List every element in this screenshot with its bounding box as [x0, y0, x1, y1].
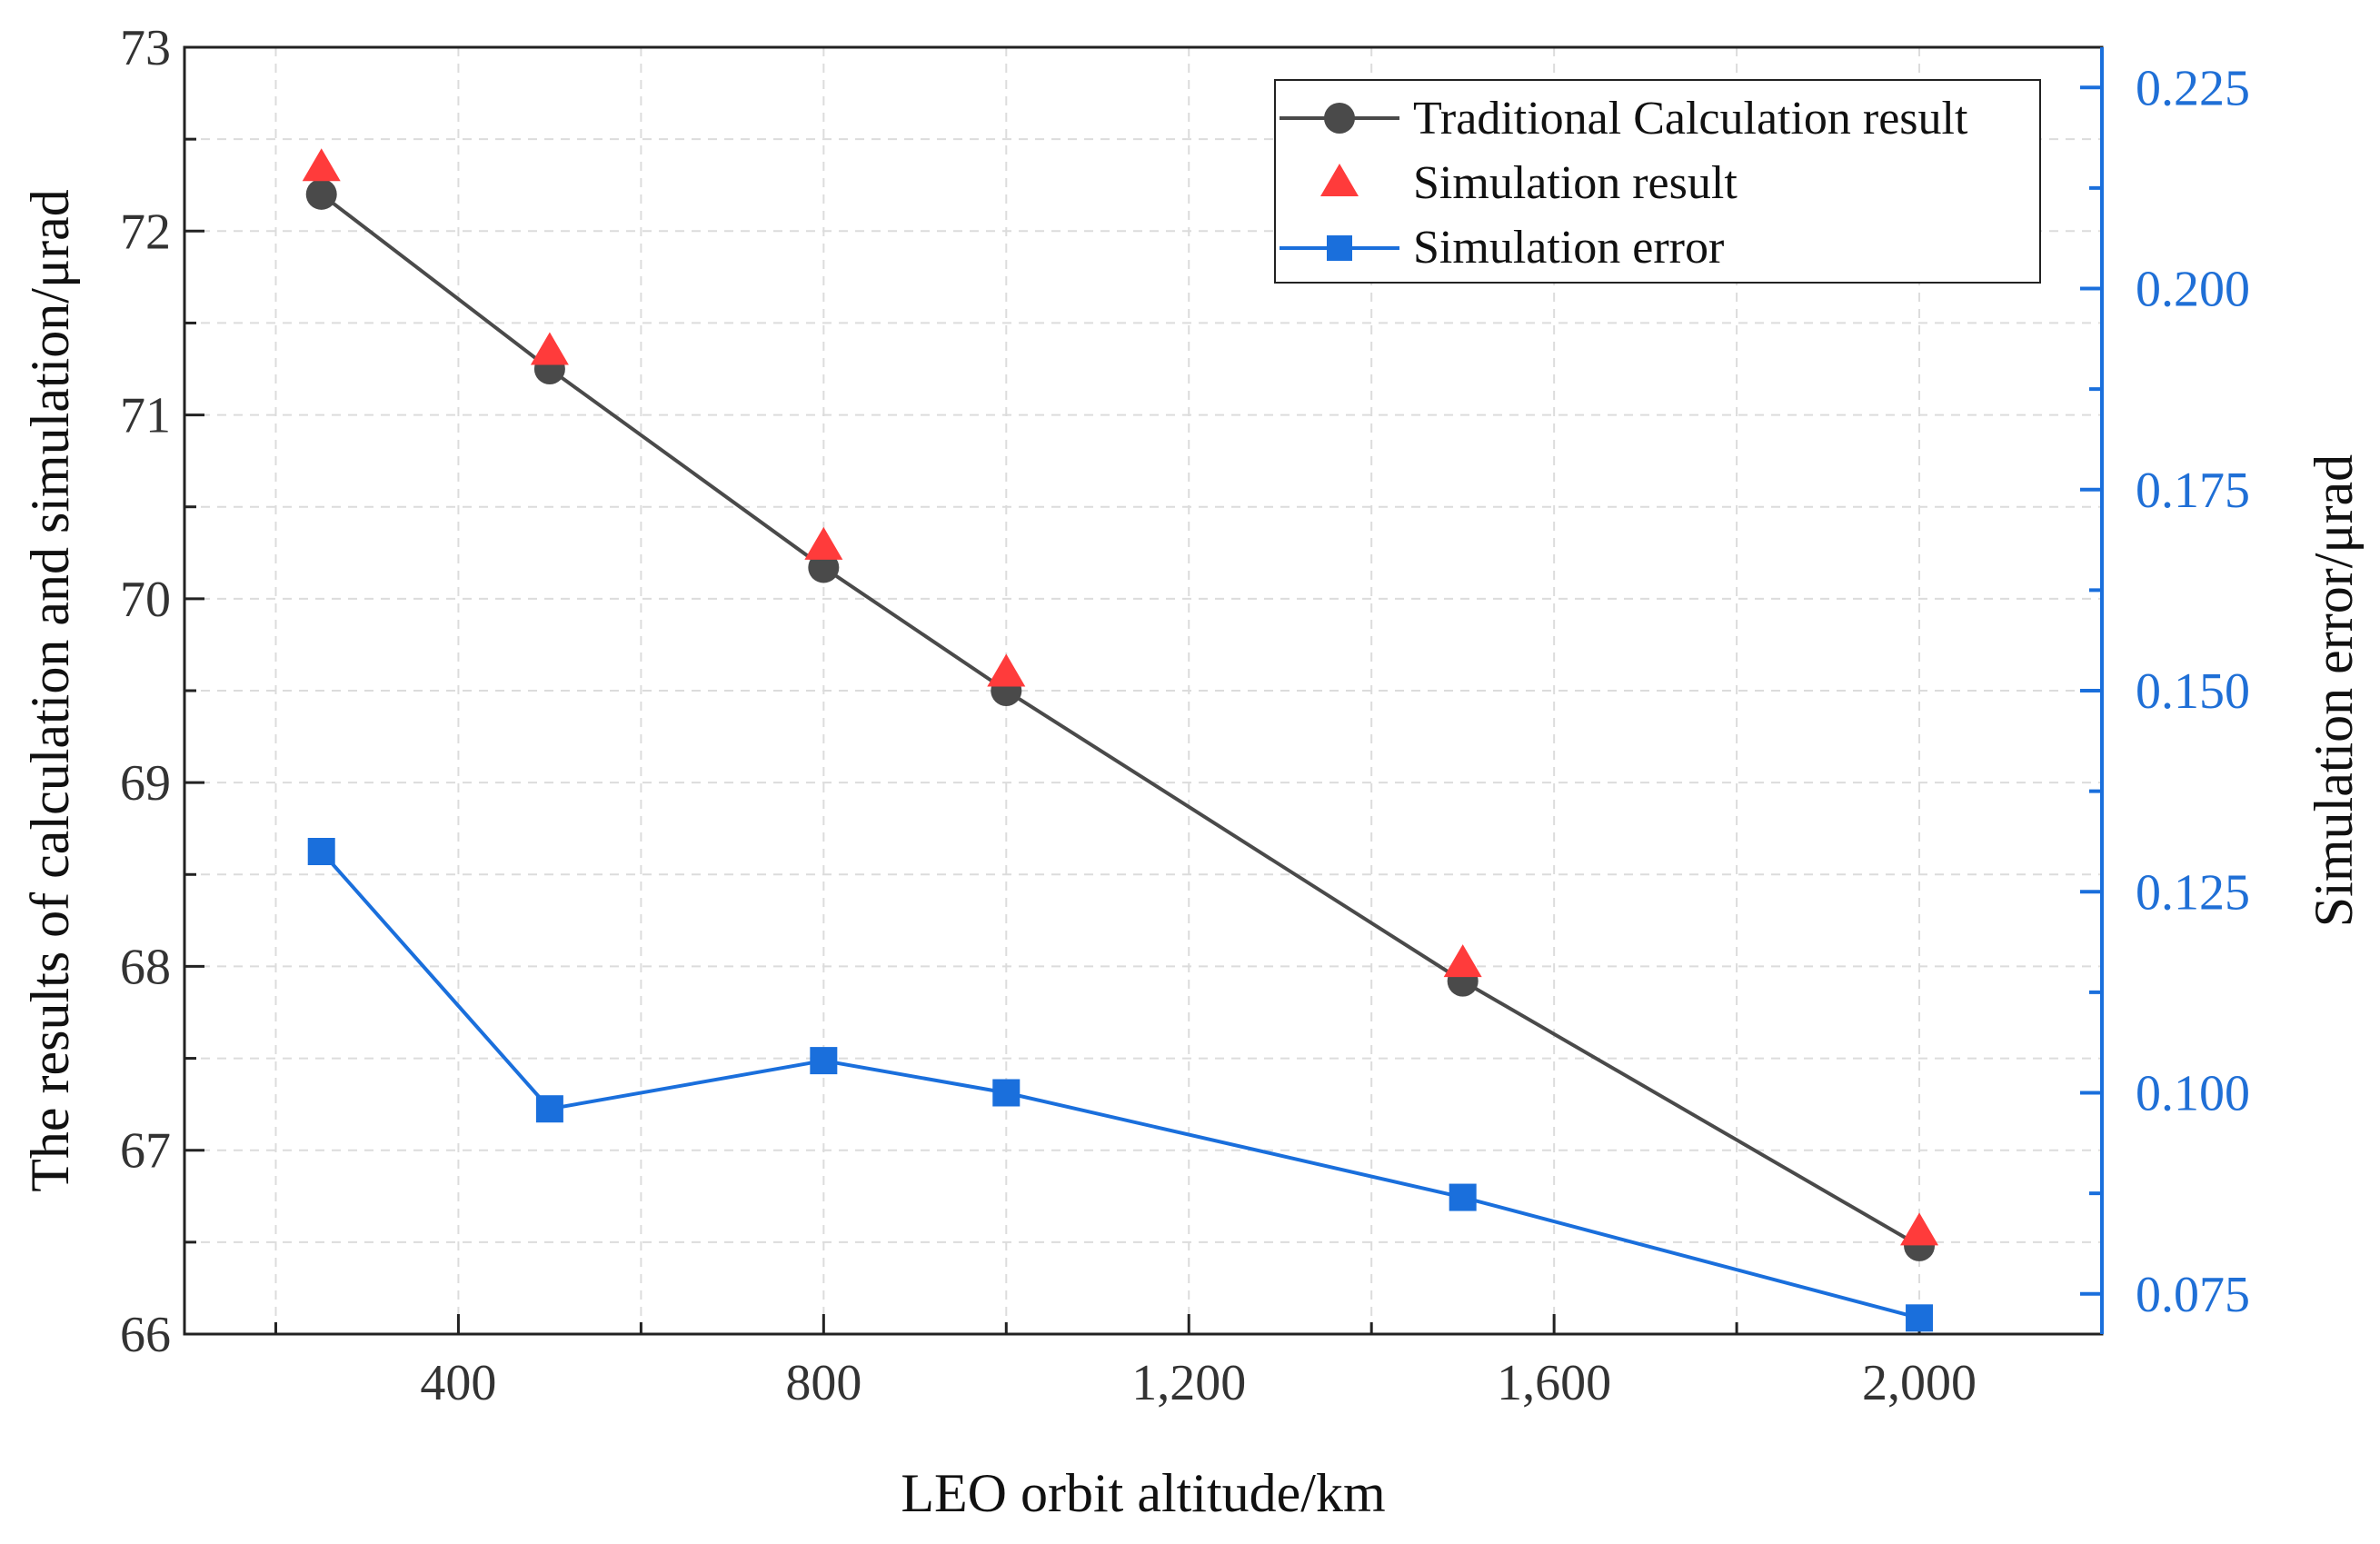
y-right-tick-label: 0.075: [2136, 1267, 2250, 1323]
legend-marker-error: [1327, 235, 1352, 261]
y-left-tick-label: 72: [120, 204, 171, 260]
legend-box: [1274, 79, 2041, 284]
error-point: [992, 1079, 1021, 1107]
series-line-0: [320, 193, 1921, 1248]
simulation-point: [302, 148, 341, 182]
error-point: [307, 838, 335, 865]
y-right-tick-label: 0.150: [2136, 663, 2250, 720]
x-tick-label: 1,600: [1497, 1355, 1611, 1411]
y-left-tick-label: 66: [120, 1307, 171, 1363]
left-axis-title: The results of calculation and simulatio…: [20, 189, 80, 1192]
error-point: [1906, 1304, 1934, 1332]
calculation-point: [305, 178, 337, 210]
legend-label-error: Simulation error: [1413, 222, 1724, 274]
legend-label-calculation: Traditional Calculation result: [1413, 93, 1968, 144]
y-left-tick-label: 69: [120, 755, 171, 812]
axes: 400 800 1,200 1,600 2,000 66 67 68 69 70 71 72 73 0.0…: [120, 20, 2250, 1411]
simulation-point: [987, 653, 1026, 687]
series-layer: [302, 148, 1939, 1332]
calculation-point: [808, 552, 840, 583]
error-point: [810, 1047, 838, 1075]
y-right-tick-label: 0.125: [2136, 864, 2250, 921]
x-tick-label: 2,000: [1862, 1355, 1977, 1411]
y-right-tick-label: 0.175: [2136, 463, 2250, 519]
series-line-2: [320, 850, 1920, 1320]
y-left-tick-label: 73: [120, 20, 171, 76]
x-tick-label: 1,200: [1131, 1355, 1246, 1411]
error-point: [1449, 1183, 1477, 1211]
legend-marker-calculation: [1324, 103, 1355, 134]
x-tick-label: 400: [420, 1355, 496, 1411]
right-axis-title: Simulation error/μrad: [2304, 454, 2364, 927]
error-point: [535, 1095, 563, 1123]
y-left-tick-label: 68: [120, 939, 171, 995]
x-tick-label: 800: [785, 1355, 861, 1411]
y-left-tick-label: 71: [120, 388, 171, 444]
y-right-tick-label: 0.225: [2136, 60, 2250, 116]
y-left-tick-label: 70: [120, 572, 171, 628]
legend: Traditional Calculation result Simulatio…: [1274, 79, 2041, 284]
x-axis-title: LEO orbit altitude/km: [901, 1463, 1385, 1523]
simulation-point: [1443, 944, 1482, 978]
y-right-tick-label: 0.100: [2136, 1066, 2250, 1122]
legend-marker-simulation: [1320, 164, 1359, 196]
simulation-point: [1900, 1212, 1939, 1246]
legend-label-simulation: Simulation result: [1413, 157, 1738, 209]
y-left-tick-label: 67: [120, 1123, 171, 1180]
y-right-tick-label: 0.200: [2136, 262, 2250, 318]
simulation-point: [804, 526, 843, 560]
simulation-point: [530, 332, 569, 365]
